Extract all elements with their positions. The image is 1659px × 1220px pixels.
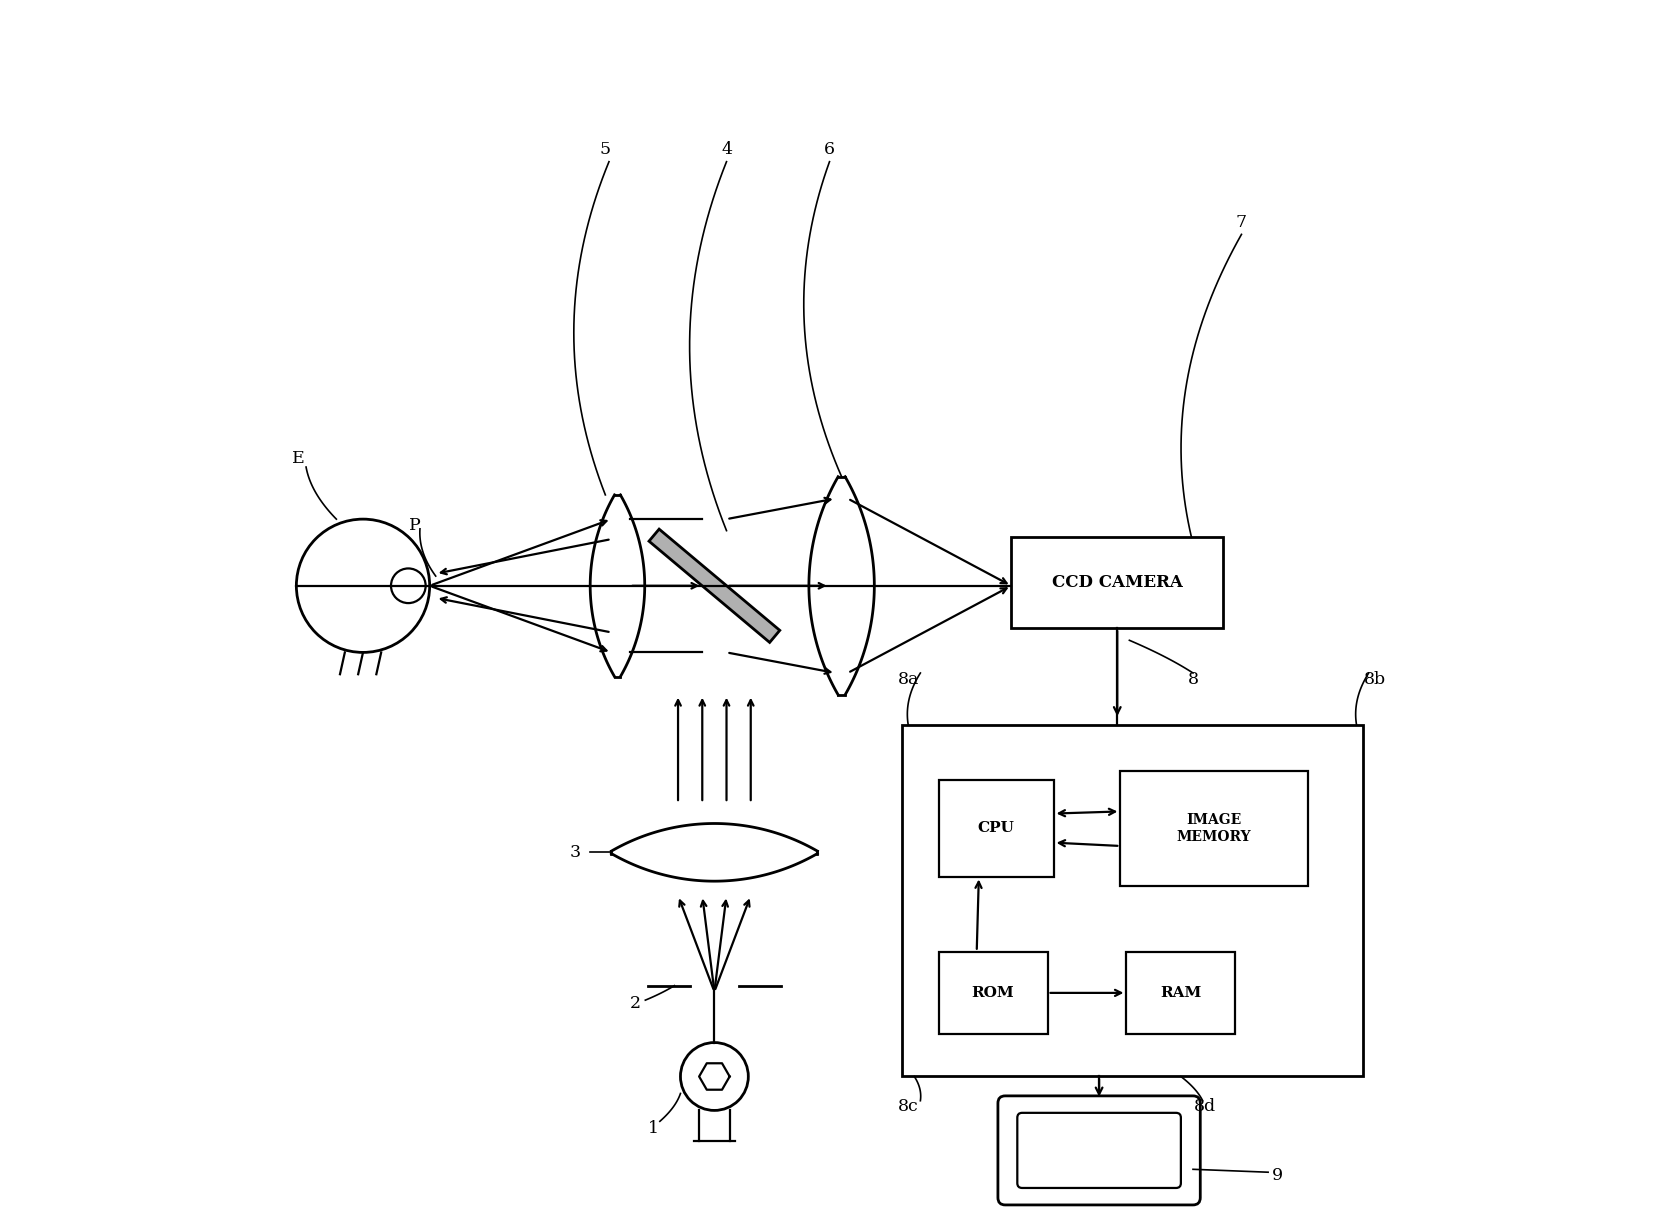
Text: 1: 1 <box>649 1120 659 1137</box>
Text: CPU: CPU <box>977 821 1015 836</box>
Text: P: P <box>410 517 421 533</box>
Text: 9: 9 <box>1272 1168 1284 1185</box>
FancyBboxPatch shape <box>1017 1113 1181 1188</box>
Text: 8a: 8a <box>898 671 919 688</box>
Text: 4: 4 <box>722 142 732 159</box>
Bar <box>1126 952 1236 1035</box>
Text: 8b: 8b <box>1364 671 1385 688</box>
Text: 8d: 8d <box>1194 1098 1216 1115</box>
Text: 6: 6 <box>825 142 834 159</box>
Text: 8c: 8c <box>898 1098 919 1115</box>
Bar <box>939 952 1047 1035</box>
Text: RAM: RAM <box>1160 986 1201 1000</box>
Text: CCD CAMERA: CCD CAMERA <box>1052 575 1183 592</box>
Bar <box>1120 771 1307 886</box>
Text: 5: 5 <box>601 142 611 159</box>
Text: IMAGE
MEMORY: IMAGE MEMORY <box>1176 813 1251 844</box>
Bar <box>902 725 1362 1076</box>
Text: ROM: ROM <box>972 986 1014 1000</box>
Bar <box>939 780 1053 876</box>
Text: 2: 2 <box>630 996 640 1013</box>
Bar <box>1012 537 1223 628</box>
Text: 7: 7 <box>1236 214 1248 231</box>
Text: 3: 3 <box>569 844 581 861</box>
FancyBboxPatch shape <box>999 1096 1199 1205</box>
Text: 8: 8 <box>1188 671 1198 688</box>
Text: E: E <box>292 450 305 467</box>
Polygon shape <box>649 529 780 643</box>
